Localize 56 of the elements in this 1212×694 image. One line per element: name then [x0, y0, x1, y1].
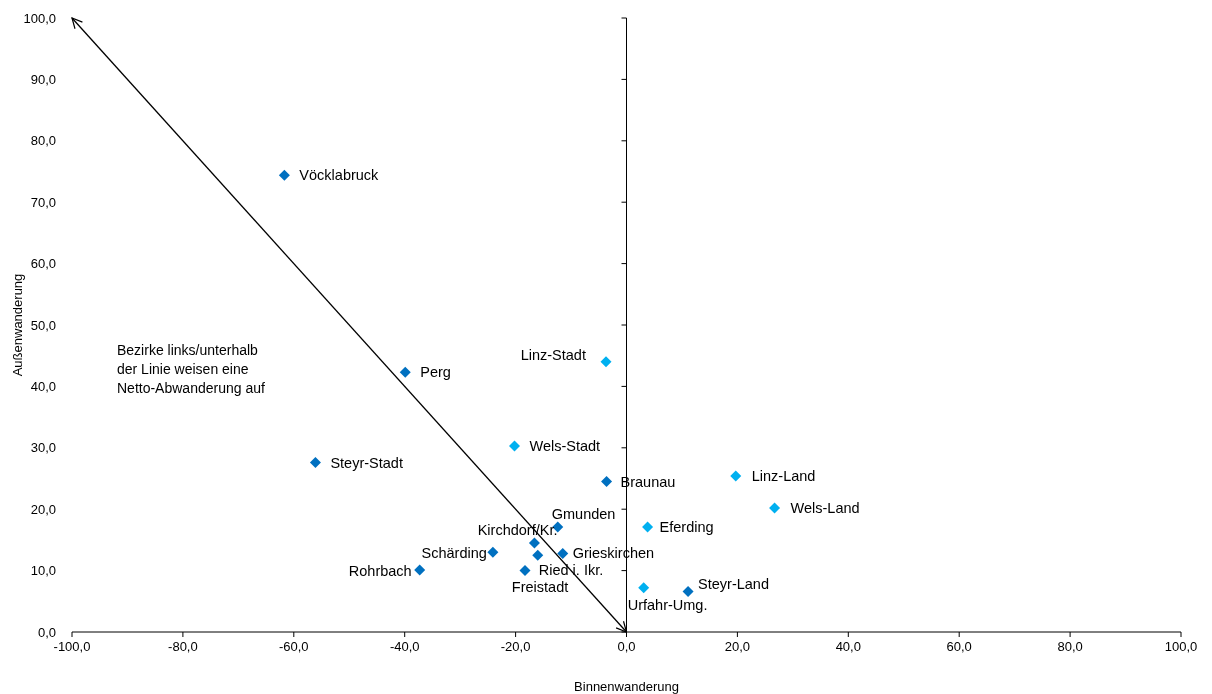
point	[399, 366, 411, 378]
point	[278, 169, 290, 181]
y-tick-label: 60,0	[30, 256, 56, 272]
x-tick-label: -80,0	[168, 639, 198, 654]
point	[600, 356, 612, 368]
x-tick-label: 20,0	[724, 639, 751, 654]
annotation: Schärding	[421, 545, 487, 562]
annotation: Eferding	[659, 519, 714, 536]
annotation: Vöcklabruck	[299, 167, 380, 184]
y-tick-label: 100,0	[23, 10, 56, 26]
annotation: Linz-Land	[751, 468, 816, 485]
x-tick-label: -40,0	[389, 639, 420, 654]
annotation: Steyr-Land	[698, 576, 769, 593]
annotation: Steyr-Stadt	[330, 454, 403, 471]
annotation: Gmunden	[551, 506, 616, 523]
x-tick-label: 100,0	[1164, 639, 1198, 654]
point	[414, 564, 426, 576]
x-tick-label: -60,0	[278, 639, 309, 654]
x-tick-label: 60,0	[946, 639, 972, 654]
point	[487, 546, 499, 558]
y-tick-label: 70,0	[30, 194, 56, 210]
point	[528, 537, 540, 549]
annotation: Bezirke links/unterhalb der Linie weisen eine Netto-Abwanderung auf	[117, 342, 265, 396]
annotation: Freistadt	[511, 578, 569, 595]
point	[532, 549, 544, 561]
point	[642, 521, 654, 533]
y-tick-label: 90,0	[30, 71, 56, 87]
y-tick-label: 0,0	[37, 624, 56, 640]
annotation: Wels-Land	[790, 499, 860, 516]
annotation: Rohrbach	[348, 562, 412, 579]
x-axis-title: Binnenwanderung	[574, 679, 679, 694]
annotation: Urfahr-Umg.	[627, 596, 708, 613]
y-tick-label: 30,0	[30, 440, 56, 456]
y-axis-title: Außenwanderung	[10, 273, 25, 377]
point	[601, 476, 613, 488]
y-tick-label: 50,0	[30, 317, 56, 333]
y-tick-label: 10,0	[30, 563, 56, 579]
y-tick-label: 20,0	[30, 501, 56, 517]
annotation: Linz-Stadt	[520, 346, 586, 363]
x-tick-label: 40,0	[835, 639, 861, 654]
point	[682, 585, 694, 597]
annotation: Perg	[420, 364, 451, 381]
point	[519, 565, 531, 577]
x-tick-label: 80,0	[1057, 639, 1083, 654]
annotation: Wels-Stadt	[529, 437, 601, 454]
x-tick-label: -100,0	[53, 639, 91, 654]
x-tick-label: -20,0	[500, 639, 531, 654]
y-tick-label: 40,0	[30, 378, 56, 394]
point	[508, 440, 520, 452]
point	[638, 582, 650, 594]
point	[730, 470, 742, 482]
y-tick-label: 80,0	[30, 133, 56, 149]
point	[769, 502, 781, 514]
point	[557, 547, 569, 559]
x-tick-label: 0,0	[617, 639, 636, 654]
point	[309, 457, 321, 469]
